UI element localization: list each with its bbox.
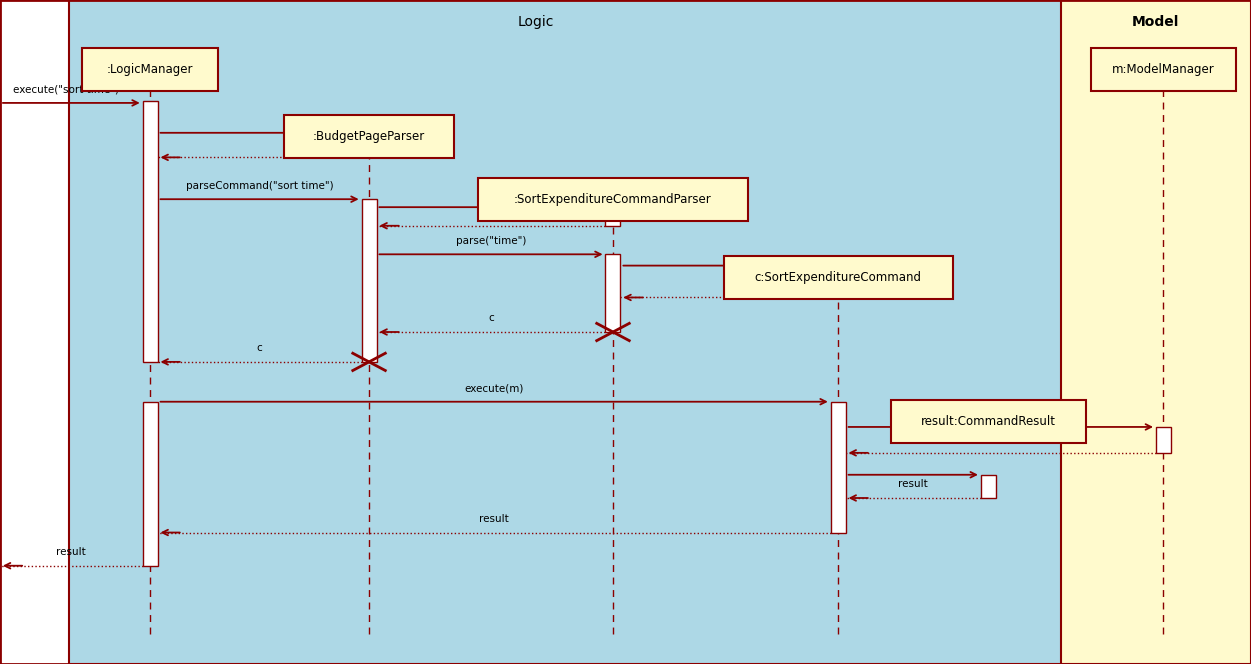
- Bar: [478, 178, 748, 221]
- Text: c: c: [256, 343, 263, 353]
- Bar: [284, 114, 454, 158]
- Text: :BudgetPageParser: :BudgetPageParser: [313, 129, 425, 143]
- Text: execute("sort time"): execute("sort time"): [13, 84, 119, 94]
- Text: :LogicManager: :LogicManager: [106, 63, 194, 76]
- Text: c: c: [723, 279, 728, 289]
- Text: :SortExpenditureCommandParser: :SortExpenditureCommandParser: [514, 193, 712, 206]
- Text: execute(m): execute(m): [464, 383, 524, 393]
- Bar: [981, 475, 996, 498]
- Bar: [724, 256, 952, 299]
- Text: Model: Model: [1132, 15, 1180, 29]
- Bar: [1061, 0, 1251, 664]
- Bar: [81, 48, 219, 92]
- Text: c:SortExpenditureCommand: c:SortExpenditureCommand: [754, 271, 922, 284]
- Bar: [1156, 427, 1171, 453]
- Text: parse("time"): parse("time"): [455, 236, 527, 246]
- Bar: [143, 402, 158, 566]
- Bar: [605, 199, 620, 226]
- Text: result: result: [56, 547, 86, 557]
- Bar: [605, 254, 620, 332]
- Bar: [362, 199, 377, 362]
- Text: sortExpenditureByCreatedDate(): sortExpenditureByCreatedDate(): [916, 408, 1086, 418]
- Bar: [69, 0, 1063, 664]
- Text: Logic: Logic: [518, 15, 554, 29]
- Text: c: c: [488, 313, 494, 323]
- Bar: [362, 133, 377, 157]
- Bar: [831, 402, 846, 533]
- Text: parseCommand("sort time"): parseCommand("sort time"): [185, 181, 334, 191]
- Bar: [1091, 48, 1236, 92]
- Text: result:CommandResult: result:CommandResult: [921, 415, 1056, 428]
- Bar: [831, 278, 846, 297]
- Text: result: result: [898, 479, 928, 489]
- Bar: [143, 101, 158, 362]
- Text: result: result: [479, 514, 509, 524]
- Text: m:ModelManager: m:ModelManager: [1112, 63, 1215, 76]
- Bar: [891, 400, 1086, 444]
